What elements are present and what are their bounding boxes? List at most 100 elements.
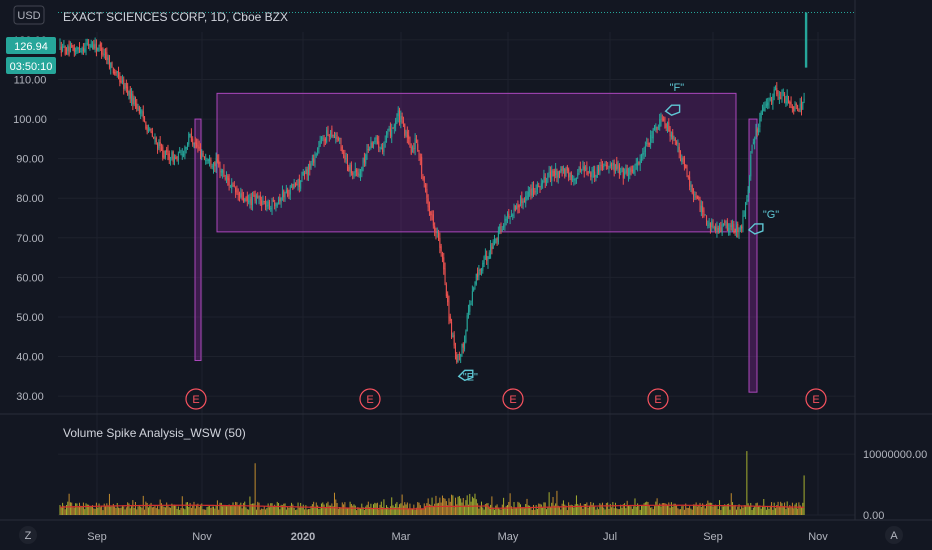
candle-body [175,157,177,160]
candle-body [228,178,230,186]
consolidation-range-box[interactable] [216,92,737,233]
volume-bar [708,502,710,515]
candle-body [203,156,205,159]
volume-bar [720,510,722,515]
candle-body [370,142,372,149]
volume-bar [77,506,79,515]
candle-body [631,169,633,172]
volume-axis[interactable]: 10000000.00 0.00 [863,449,927,522]
volume-bar [739,509,741,515]
volume-bar [605,503,607,515]
volume-bar [553,505,555,515]
volume-bar [150,502,152,515]
candle-body [163,156,165,159]
volume-bar [426,503,428,515]
candle-body [590,172,592,177]
earnings-marker[interactable] [647,388,669,410]
candle-body [581,170,583,172]
volume-bar [232,502,234,515]
volume-bar [425,507,427,515]
candle-body [574,178,576,181]
candle-body [680,152,682,161]
volume-bar [722,506,724,515]
candle-body [140,109,142,114]
earnings-marker-label: E [192,394,199,406]
volume-bar [765,509,767,515]
volatility-bar-right[interactable] [748,118,758,393]
volume-bar [681,506,683,515]
earnings-marker[interactable] [805,388,827,410]
volume-bar [733,505,735,515]
volatility-bar-left[interactable] [194,118,202,362]
volume-bar [644,502,646,515]
candle-body [700,205,702,213]
volume-bar [786,501,788,515]
candle-body [491,246,493,250]
candle-body [120,80,122,84]
volume-bar [94,508,96,515]
candle-body [496,237,498,241]
candle-body [637,162,639,166]
volume-bar [138,505,140,515]
volume-bar [529,505,531,515]
volume-bar [189,502,191,515]
candle-body [543,175,545,180]
volume-bar [258,502,260,515]
volume-bar [434,503,436,515]
volume-bar [171,503,173,515]
candle-body [315,154,317,156]
volume-bar [799,505,801,515]
candle-body [531,188,533,196]
earnings-marker[interactable] [185,388,207,410]
candle-body [279,197,281,201]
earnings-marker[interactable] [359,388,381,410]
candle-body [314,153,316,162]
candle-body [231,184,233,189]
volume-bar [257,501,259,515]
volume-bar [202,509,204,515]
timezone-icon[interactable] [19,526,37,544]
candle-body [253,195,255,197]
candle-body [738,229,740,234]
volume-bar [236,502,238,515]
volume-bar [340,507,342,515]
candle-body [638,161,640,165]
candle-body [99,43,101,47]
volume-bar [774,508,776,515]
candle-body [535,190,537,192]
currency-badge[interactable] [13,5,45,25]
candle-body [447,293,449,303]
candle-body [508,213,510,217]
volume-bar [209,505,211,515]
earnings-marker[interactable] [502,388,524,410]
candle-body [263,200,265,202]
auto-scale-icon[interactable] [885,526,903,544]
volume-bar [475,499,477,515]
volume-bar [612,502,614,515]
candle-body [300,180,302,189]
volume-bar [421,508,423,515]
volume-bar [691,509,693,515]
candle-body [661,118,663,120]
volume-bar [509,493,511,515]
volume-bar [112,503,114,515]
volume-bar [490,504,492,515]
candle-body [90,44,92,48]
time-axis[interactable]: Sep Nov 2020 Mar May Jul Sep Nov [87,531,828,543]
candle-body [575,178,577,180]
volume-bar [198,507,200,515]
candle-body [157,143,159,150]
volume-bar [703,504,705,515]
volume-bar [213,506,215,515]
volume-bar [389,506,391,515]
candle-body [267,201,269,207]
candle-body [211,165,213,167]
volume-bar [276,501,278,515]
volume-bar [289,505,291,515]
candle-body [777,95,779,97]
volume-bar [721,506,723,515]
volume-bar [707,500,709,515]
candle-body [456,354,458,363]
